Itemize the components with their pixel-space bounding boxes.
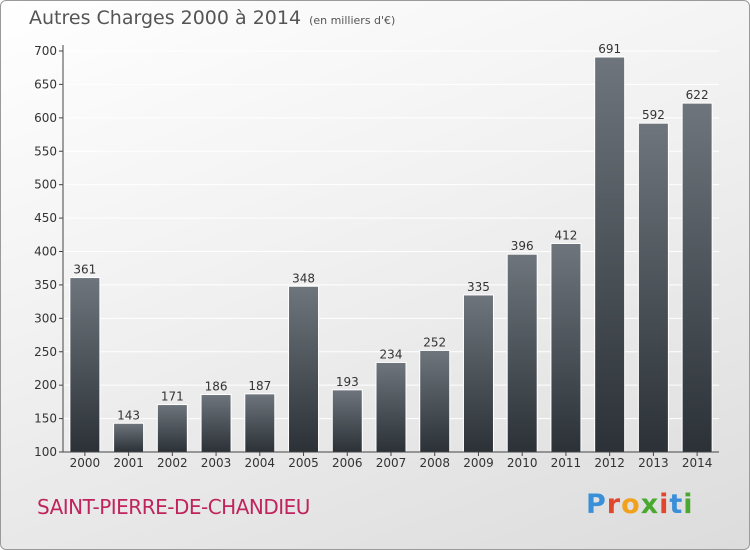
- bar-value-label: 691: [598, 42, 621, 56]
- x-tick-label: 2008: [419, 456, 450, 470]
- x-tick-label: 2001: [113, 456, 144, 470]
- bar-value-label: 193: [336, 375, 359, 389]
- y-tick-label: 400: [34, 245, 57, 259]
- bar: [462, 294, 494, 453]
- bar-value-label: 348: [292, 271, 315, 285]
- bar: [637, 122, 669, 453]
- x-tick-label: 2003: [201, 456, 232, 470]
- y-tick-label: 350: [34, 278, 57, 292]
- chart-title-text: Autres Charges 2000 à 2014: [29, 7, 302, 29]
- bar: [156, 404, 188, 453]
- bar-value-label: 186: [205, 380, 228, 394]
- proxiti-logo: Proxiti: [586, 489, 694, 520]
- bar: [69, 277, 101, 453]
- y-tick-label: 300: [34, 311, 57, 325]
- logo-letter: o: [621, 489, 641, 520]
- bar-value-label: 234: [380, 347, 403, 361]
- bar-value-label: 396: [511, 239, 534, 253]
- bar: [506, 253, 538, 453]
- chart-subtitle: (en milliers d'€): [309, 14, 396, 27]
- x-tick-label: 2006: [332, 456, 363, 470]
- bar-value-label: 252: [423, 335, 446, 349]
- y-tick-label: 250: [34, 345, 57, 359]
- bar: [375, 361, 407, 453]
- bar-value-label: 622: [686, 88, 709, 102]
- x-tick-label: 2007: [376, 456, 407, 470]
- y-tick-label: 650: [34, 77, 57, 91]
- logo-letter: i: [659, 489, 670, 520]
- bar-value-label: 361: [73, 263, 96, 277]
- bar-value-label: 335: [467, 280, 490, 294]
- bar: [550, 242, 582, 453]
- x-tick-label: 2010: [507, 456, 538, 470]
- y-tick-label: 500: [34, 178, 57, 192]
- bar: [681, 102, 713, 453]
- bar-value-label: 592: [642, 108, 665, 122]
- y-tick-label: 550: [34, 144, 57, 158]
- y-tick-label: 450: [34, 211, 57, 225]
- bar: [200, 394, 232, 453]
- x-tick-label: 2005: [288, 456, 319, 470]
- bar: [419, 349, 451, 453]
- bar-value-label: 412: [554, 228, 577, 242]
- y-tick-label: 200: [34, 378, 57, 392]
- bar: [288, 285, 320, 453]
- bar-value-label: 187: [248, 379, 271, 393]
- x-tick-label: 2013: [638, 456, 669, 470]
- y-tick-label: 700: [34, 44, 57, 58]
- bar: [244, 393, 276, 453]
- logo-letter: t: [669, 489, 684, 520]
- x-tick-label: 2009: [463, 456, 494, 470]
- y-tick-label: 100: [34, 445, 57, 459]
- x-tick-label: 2011: [551, 456, 582, 470]
- x-tick-label: 2002: [157, 456, 188, 470]
- logo-letter: i: [683, 489, 694, 520]
- bar-value-label: 171: [161, 390, 184, 404]
- x-tick-label: 2012: [594, 456, 625, 470]
- logo-letter: x: [640, 489, 660, 520]
- bar: [594, 56, 626, 453]
- logo-letter: P: [586, 489, 607, 520]
- bar: [331, 389, 363, 453]
- bar-value-label: 143: [117, 408, 140, 422]
- x-tick-label: 2014: [682, 456, 713, 470]
- y-tick-label: 150: [34, 412, 57, 426]
- logo-letter: r: [606, 489, 622, 520]
- x-tick-label: 2000: [70, 456, 101, 470]
- city-name: SAINT-PIERRE-DE-CHANDIEU: [37, 495, 310, 519]
- x-tick-label: 2004: [245, 456, 276, 470]
- y-tick-label: 600: [34, 111, 57, 125]
- bar: [113, 422, 145, 453]
- chart-title: Autres Charges 2000 à 2014 (en milliers d…: [29, 7, 395, 29]
